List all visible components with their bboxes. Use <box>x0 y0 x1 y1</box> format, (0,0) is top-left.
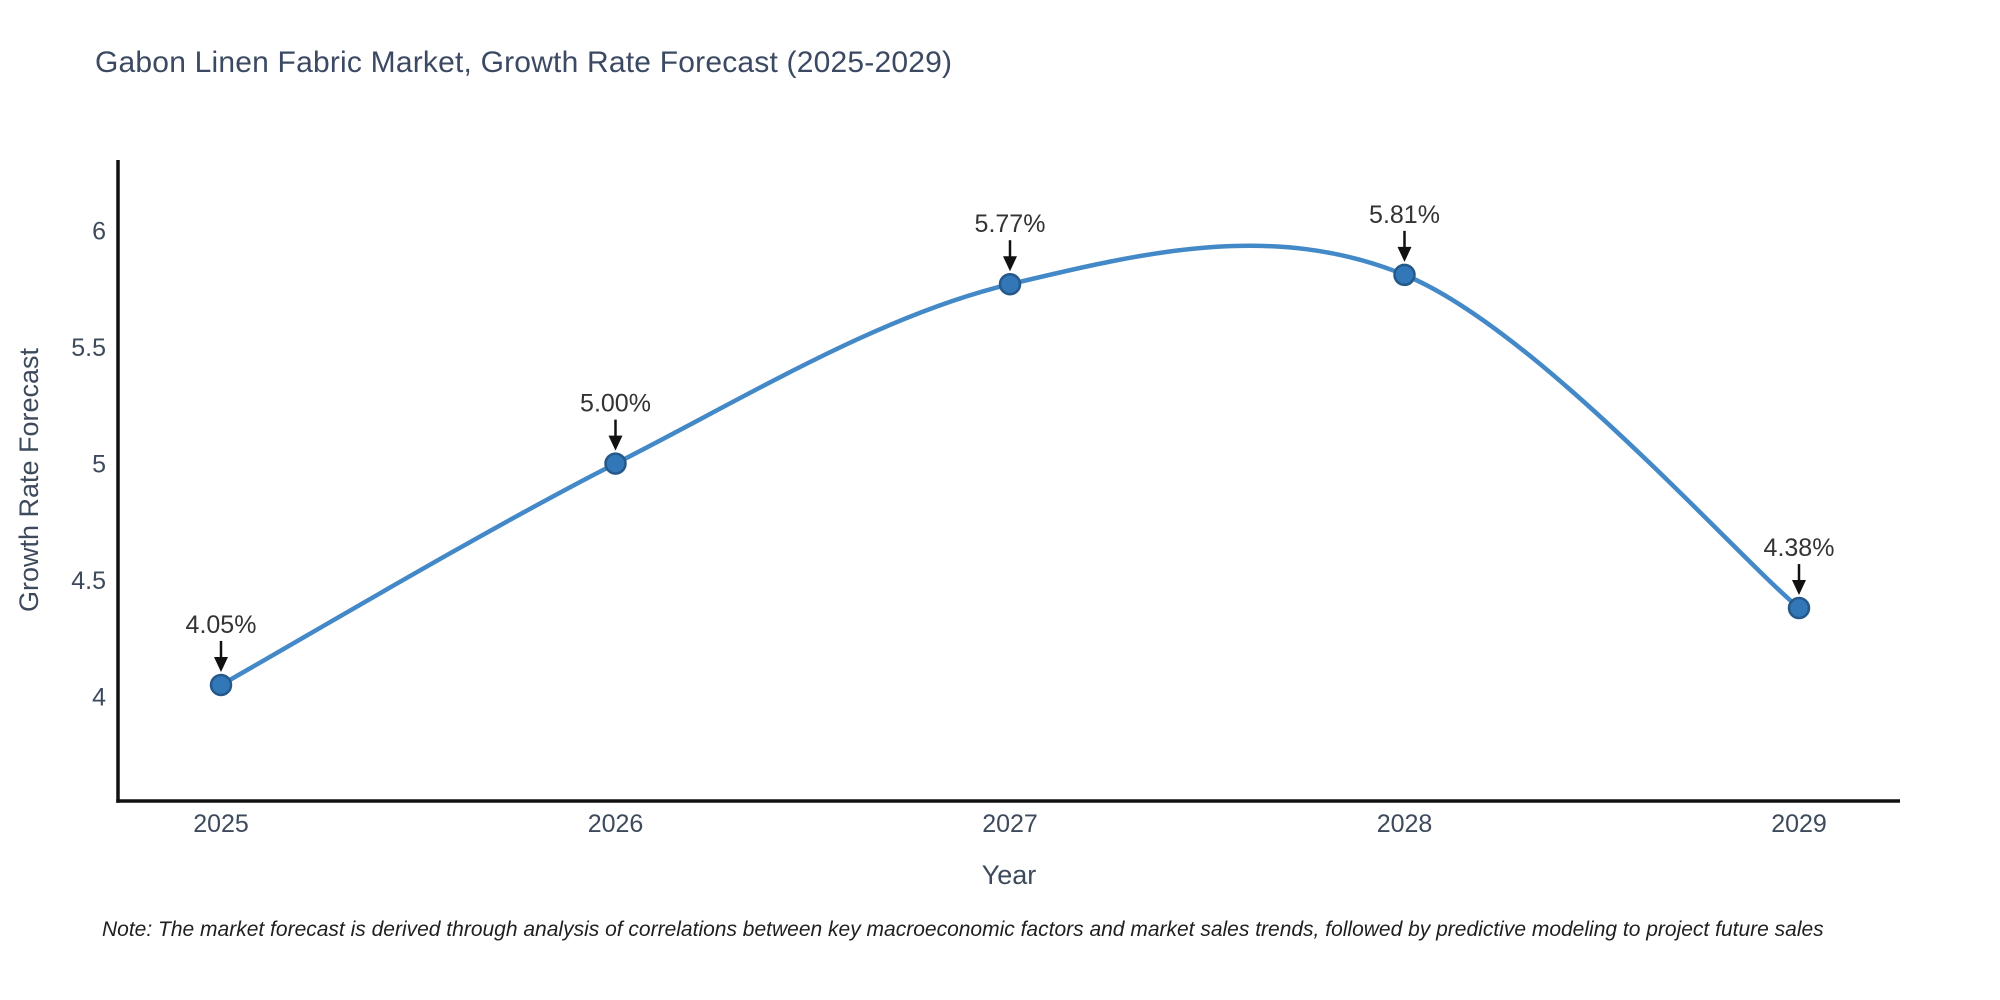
annotation-arrowhead-icon <box>214 656 228 672</box>
annotation-arrowhead-icon <box>608 435 623 451</box>
y-tick-label: 4 <box>92 684 106 712</box>
y-tick-label: 6 <box>92 218 106 246</box>
x-tick-label: 2026 <box>588 810 644 838</box>
y-tick-label: 5 <box>92 451 106 479</box>
point-value-label: 4.38% <box>1764 534 1835 562</box>
y-tick-label: 4.5 <box>71 567 106 595</box>
annotation-arrowhead-icon <box>1792 580 1806 596</box>
data-point-marker <box>604 452 627 475</box>
y-axis-ticks: 4 4.5 5 5.5 6 <box>71 218 106 712</box>
x-tick-label: 2028 <box>1377 810 1433 838</box>
x-axis-title: Year <box>982 860 1037 890</box>
point-annotations: 4.05% 5.00% 5.77% 5.81% 4.38% <box>186 201 1835 672</box>
x-tick-label: 2029 <box>1771 810 1827 838</box>
note-text: Note: The market forecast is derived thr… <box>102 918 1824 941</box>
series-line <box>218 243 1802 688</box>
point-value-label: 5.77% <box>975 210 1046 238</box>
annotation-arrowhead-icon <box>1003 256 1017 272</box>
y-axis-title: Growth Rate Forecast <box>14 347 44 612</box>
point-value-label: 5.81% <box>1369 201 1440 229</box>
x-tick-label: 2027 <box>982 810 1038 838</box>
series-markers <box>209 263 1811 697</box>
x-axis-ticks: 2025 2026 2027 2028 2029 <box>193 810 1827 838</box>
x-tick-label: 2025 <box>193 810 249 838</box>
y-tick-label: 5.5 <box>71 334 106 362</box>
point-value-label: 4.05% <box>186 611 257 639</box>
data-point-marker <box>1787 596 1811 620</box>
point-value-label: 5.00% <box>580 390 651 418</box>
chart-title: Gabon Linen Fabric Market, Growth Rate F… <box>95 46 953 79</box>
data-point-marker <box>1393 263 1416 287</box>
data-point-marker <box>209 673 233 697</box>
annotation-arrowhead-icon <box>1397 246 1412 262</box>
data-point-marker <box>998 272 1022 296</box>
